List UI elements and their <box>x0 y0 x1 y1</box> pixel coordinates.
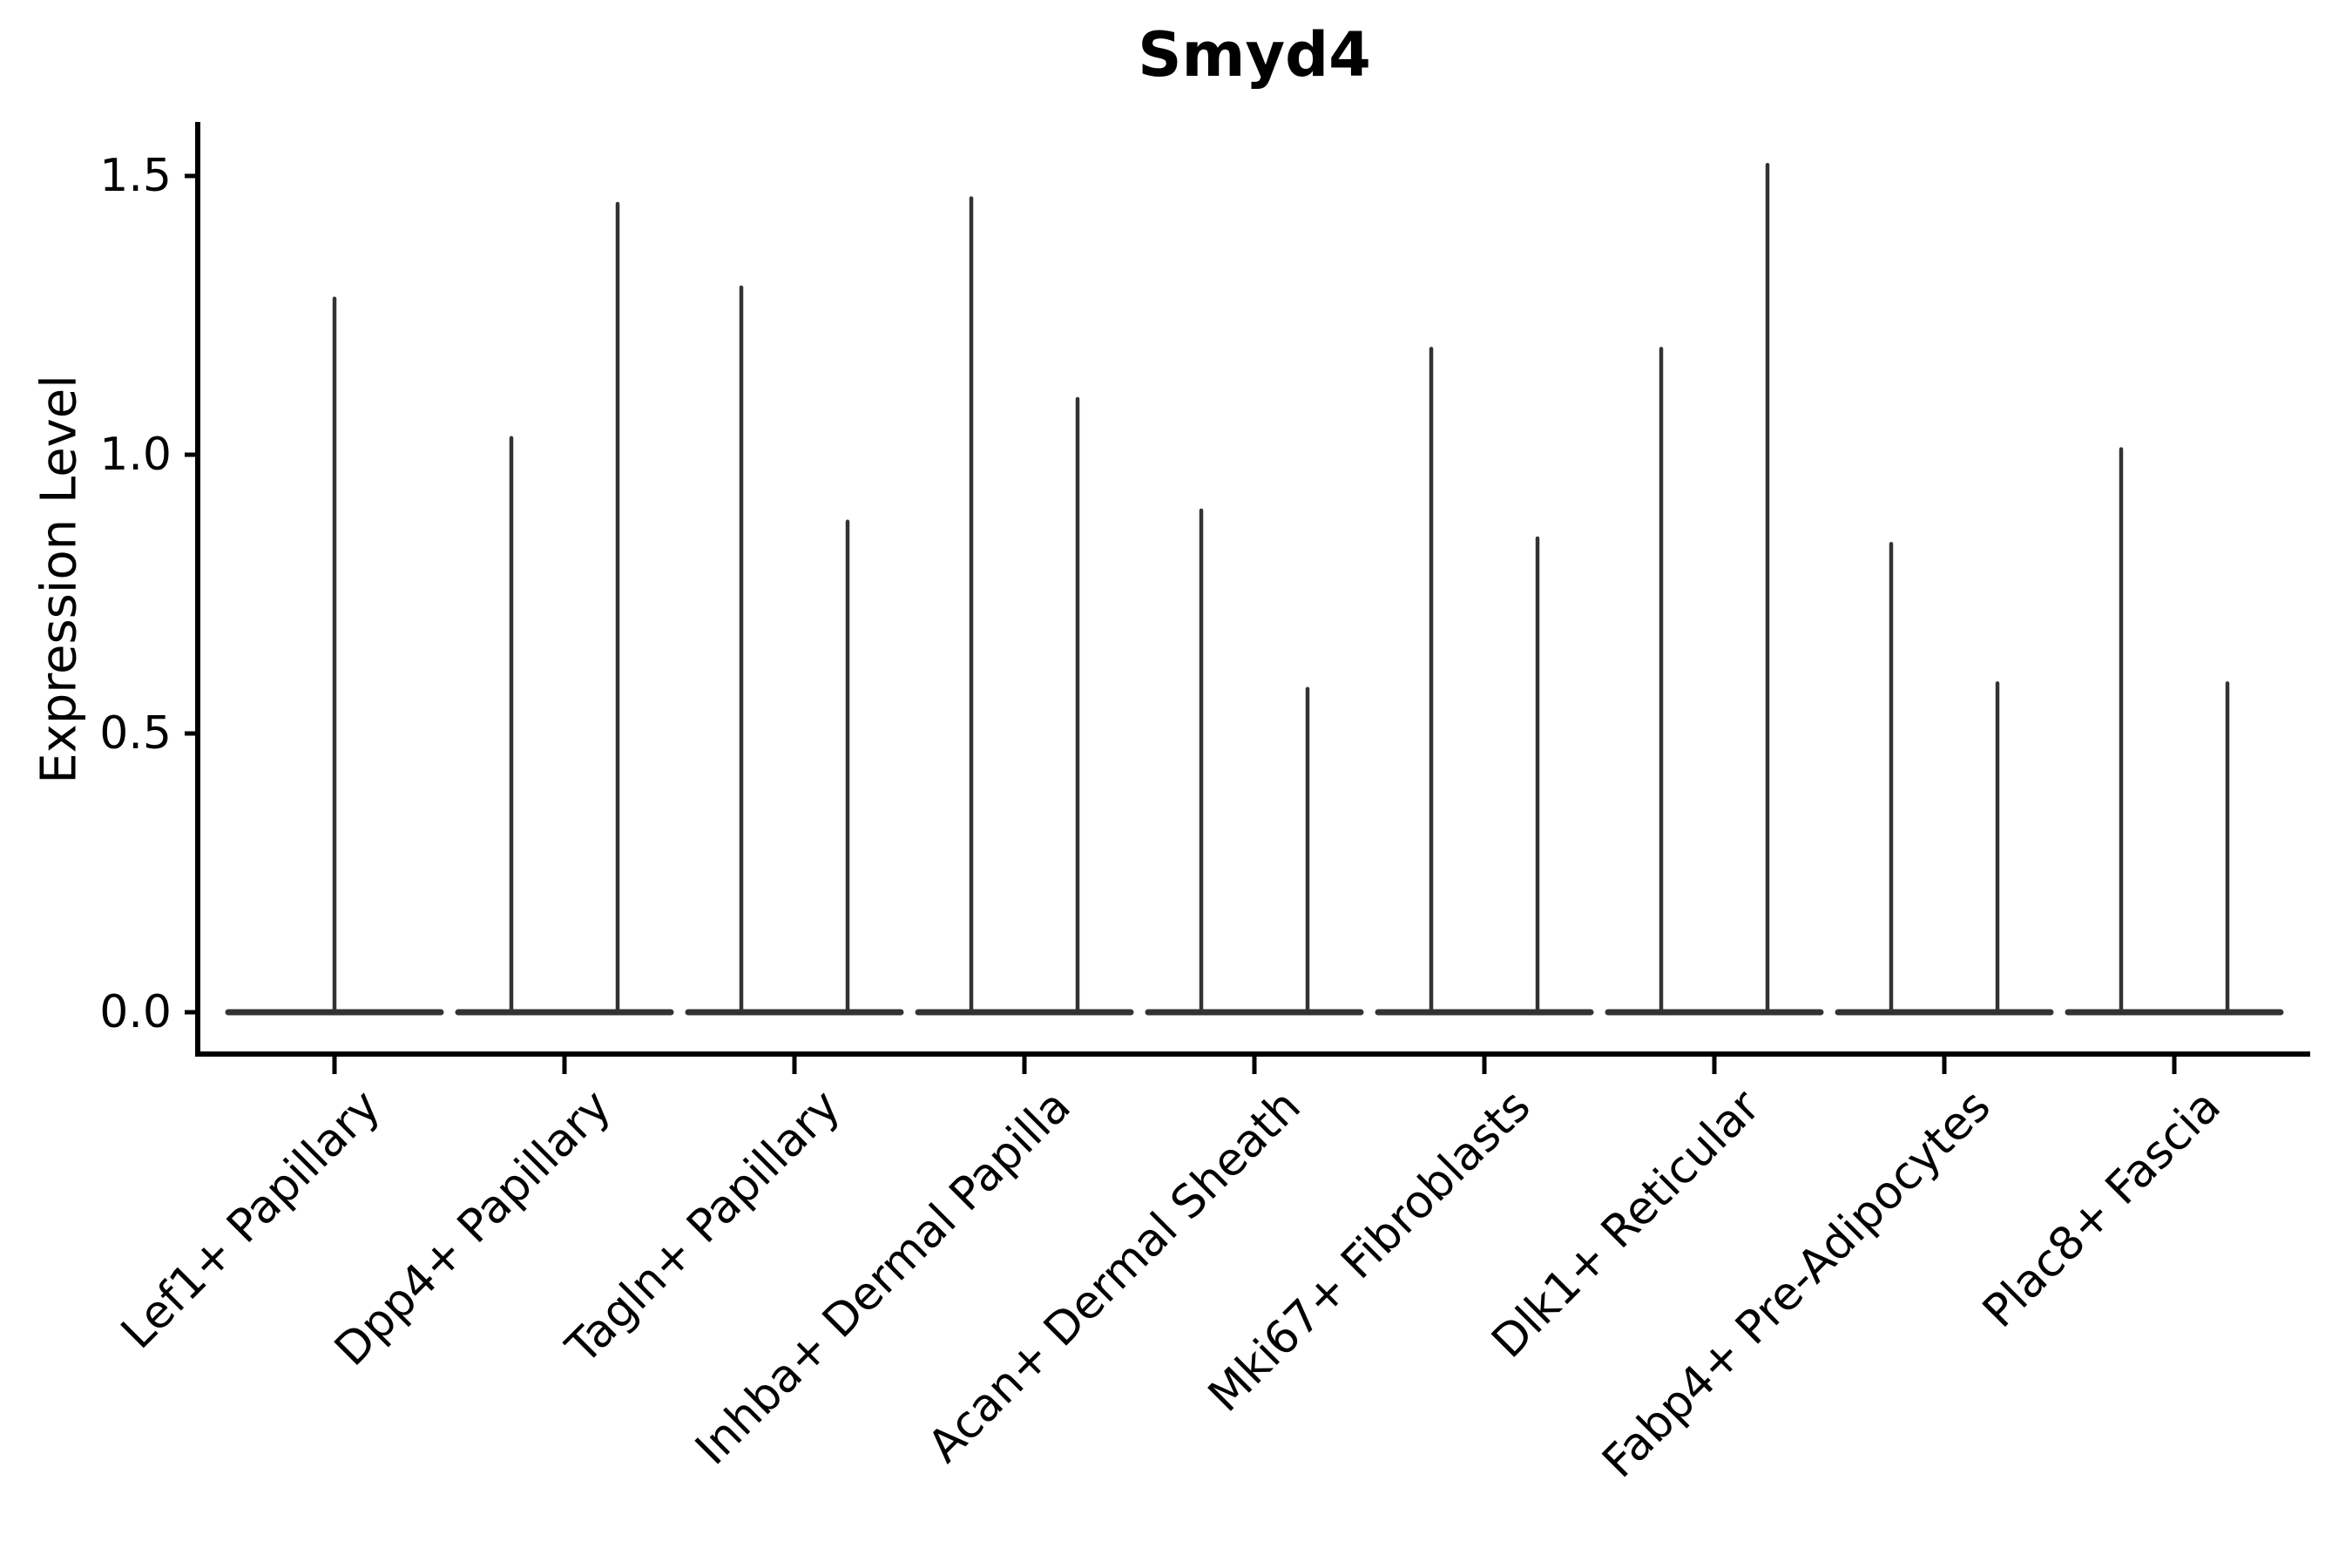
violin <box>1375 347 1594 1016</box>
violin <box>1835 542 2054 1016</box>
violin <box>1605 162 1824 1016</box>
y-tick-label: 1.5 <box>99 150 172 202</box>
violin <box>225 296 444 1016</box>
violin <box>455 201 674 1016</box>
y-tick-label: 0.0 <box>99 986 172 1038</box>
violin <box>1145 508 1364 1016</box>
violin <box>2065 447 2284 1016</box>
y-tick-label: 0.5 <box>99 707 172 760</box>
chart-title: Smyd4 <box>1138 19 1371 91</box>
violin <box>915 196 1134 1016</box>
violin <box>685 285 904 1016</box>
y-tick-label: 1.0 <box>99 429 172 481</box>
